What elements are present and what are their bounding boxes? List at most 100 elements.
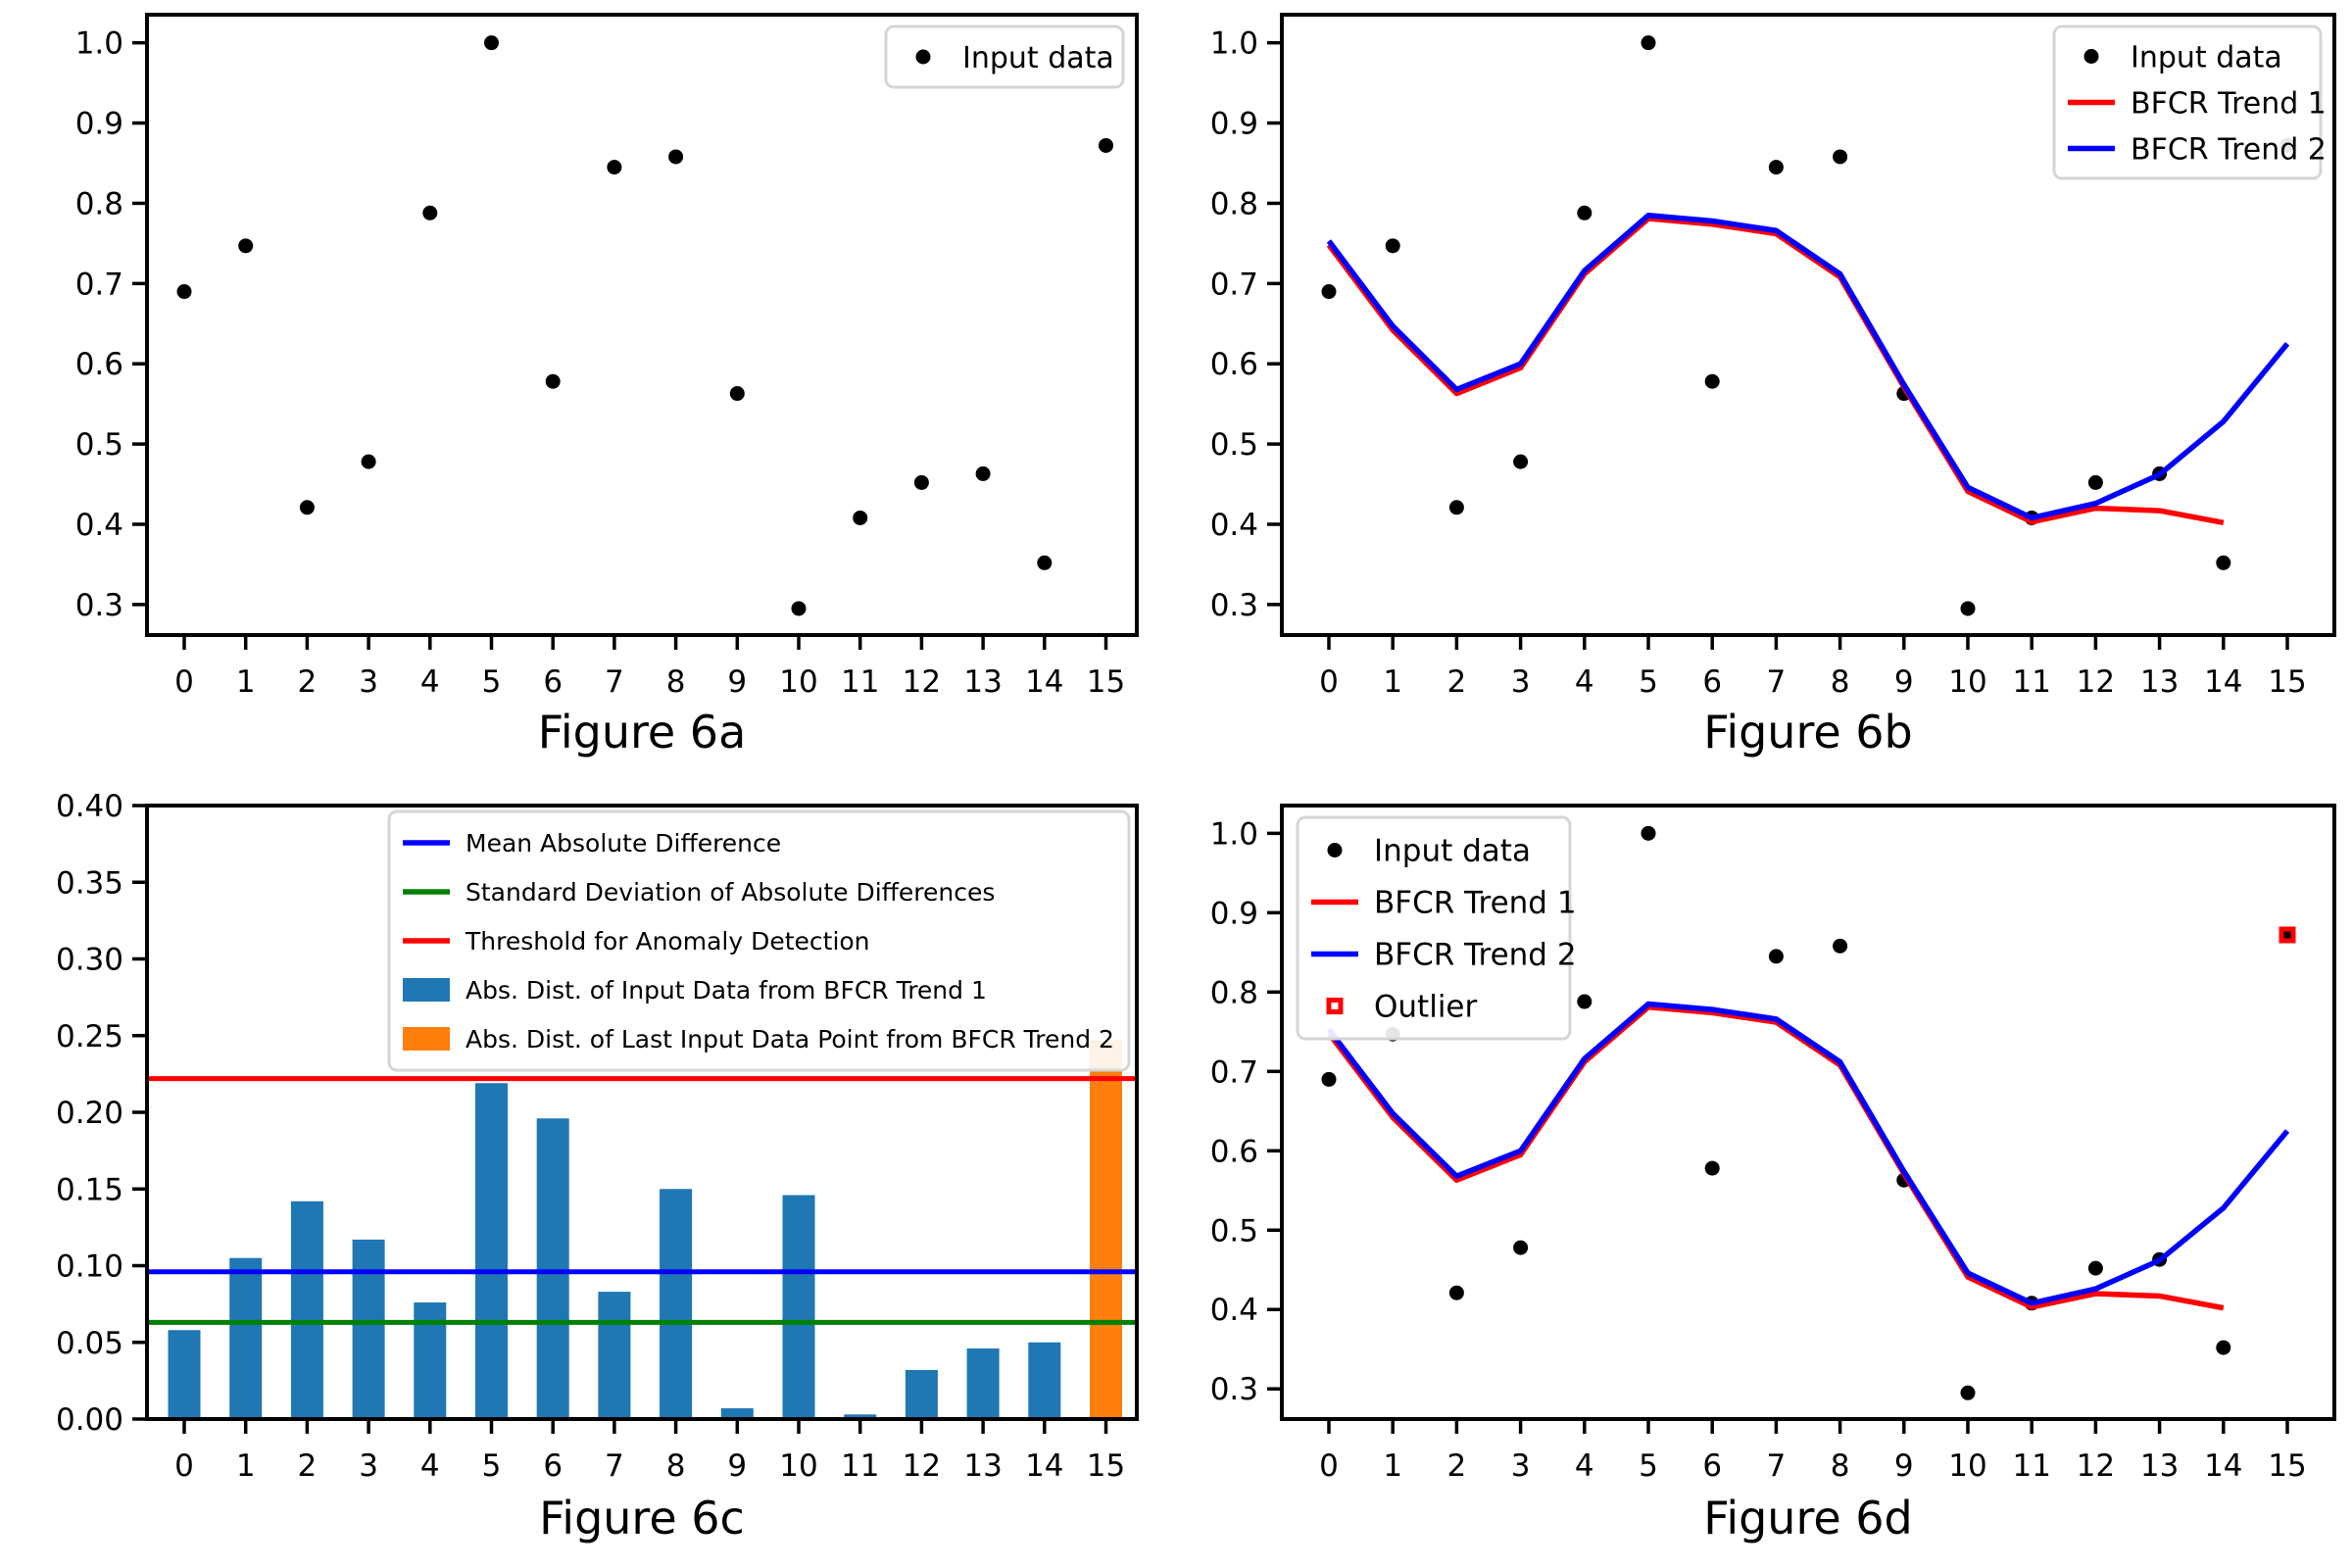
tick-label: 15 [1087,664,1125,700]
caption-figure-6b: Figure 6b [1703,706,1913,759]
axes-spines-6c [145,804,1139,1421]
tick-label: 0.40 [56,789,123,824]
legend-label: Input data [2131,40,2282,74]
tick-label: 12 [2077,664,2115,700]
tick-label: 3 [359,1448,378,1484]
series-outlier [2278,926,2296,944]
tick-label: 10 [1948,664,1986,700]
tick-label: 2 [298,664,318,700]
x-axis-6a: 0 1 2 3 4 5 6 7 8 9 10 11 12 13 14 15 [174,637,1125,700]
tick-label: 11 [841,664,879,700]
legend-label: BFCR Trend 2 [1374,938,1577,973]
tick-label: 0.15 [56,1172,123,1207]
tick-label: 0.3 [1210,1372,1258,1407]
tick-label: 6 [543,1448,563,1484]
tick-label: 15 [2268,1448,2306,1484]
tick-label: 0.8 [75,186,123,221]
axes-spines-6d [1280,804,2336,1421]
tick-label: 13 [963,1448,1002,1484]
tick-label: 7 [605,1448,624,1484]
tick-label: 3 [359,664,378,700]
tick-label: 5 [1639,664,1658,700]
legend-label: Outlier [1374,990,1478,1025]
tick-label: 0.5 [1210,427,1258,463]
tick-label: 9 [1894,1448,1914,1484]
tick-label: 0 [174,1448,194,1484]
legend-6c: Mean Absolute Difference Standard Deviati… [387,809,1131,1072]
tick-label: 8 [1831,664,1850,700]
tick-label: 11 [841,1448,879,1484]
tick-label: 2 [1447,1448,1467,1484]
tick-label: 0.3 [75,588,123,623]
legend-label: Abs. Dist. of Input Data from BFCR Trend… [466,976,987,1004]
legend-label: BFCR Trend 1 [1374,886,1577,921]
tick-label: 12 [903,1448,941,1484]
x-axis-6b: 0 1 2 3 4 5 6 7 8 9 10 11 12 13 14 15 [1319,637,2307,700]
tick-label: 13 [2140,664,2179,700]
tick-label: 6 [1702,664,1722,700]
figure-6b: 0 1 2 3 4 5 6 7 8 9 10 11 12 13 14 151.00.90.80.70.60.5… [1210,13,2336,700]
tick-label: 12 [2077,1448,2115,1484]
figure-6c: 0 1 2 3 4 5 6 7 8 9 10 11 12 13 14 150.400.350.300.250.… [56,789,1139,1484]
caption-figure-6a: Figure 6a [537,706,747,759]
legend-label: Mean Absolute Difference [466,829,781,858]
tick-label: 0.05 [56,1326,123,1361]
tick-label: 0.4 [75,508,123,543]
figure-6a: 0 1 2 3 4 5 6 7 8 9 10 11 12 13 14 151.00.90.80.70.60.5… [75,13,1139,700]
tick-label: 0.5 [75,427,123,463]
axes-spines-6b [1280,13,2336,637]
legend-label: Threshold for Anomaly Detection [465,927,870,956]
tick-label: 0.7 [75,267,123,302]
tick-label: 6 [1702,1448,1722,1484]
legend-label: Input data [1374,834,1531,869]
tick-label: 3 [1511,1448,1531,1484]
x-axis-6c: 0 1 2 3 4 5 6 7 8 9 10 11 12 13 14 15 [174,1421,1125,1484]
tick-label: 0.5 [1210,1213,1258,1249]
tick-label: 5 [482,1448,502,1484]
tick-label: 1.0 [1210,816,1258,852]
tick-label: 11 [2012,664,2050,700]
tick-label: 0.9 [1210,107,1258,142]
tick-label: 14 [1025,1448,1063,1484]
tick-label: 0 [174,664,194,700]
tick-label: 9 [727,1448,747,1484]
tick-label: 0.20 [56,1096,123,1131]
tick-label: 7 [1767,1448,1787,1484]
tick-label: 0.9 [75,107,123,142]
tick-label: 2 [1447,664,1467,700]
tick-label: 10 [779,1448,817,1484]
series-bfcr-trend-2 [1326,1001,2290,1306]
tick-label: 0.4 [1210,1293,1258,1328]
series-bfcr-trend-2 [1326,212,2290,521]
y-axis-6a: 1.0 0.9 0.8 0.7 0.6 0.5 0.4 0.3 [75,26,145,623]
plot-area-6a [176,35,1113,616]
tick-label: 0.30 [56,943,123,978]
tick-label: 0 [1319,664,1339,700]
tick-label: 1 [236,1448,256,1484]
tick-label: 5 [1639,1448,1658,1484]
tick-label: 12 [903,664,941,700]
tick-label: 14 [1025,664,1063,700]
tick-label: 7 [1767,664,1787,700]
legend-6a: Input data [884,24,1125,89]
caption-figure-6d: Figure 6d [1703,1492,1913,1544]
legend-label: Standard Deviation of Absolute Differenc… [466,878,995,906]
plot-area-6d [1321,825,2296,1400]
series-abs-dist-of-last-input-data-point-from-bfcr-trend-2 [1090,1040,1122,1419]
series-input-data [176,35,1113,616]
tick-label: 0.8 [1210,975,1258,1010]
tick-label: 0.00 [56,1402,123,1438]
tick-label: 1.0 [1210,26,1258,62]
tick-label: 0.9 [1210,896,1258,931]
tick-label: 2 [298,1448,318,1484]
tick-label: 5 [482,664,502,700]
plot-area-6b [1321,35,2295,616]
caption-figure-6c: Figure 6c [539,1492,745,1544]
tick-label: 0.6 [1210,1134,1258,1169]
tick-label: 1.0 [75,26,123,62]
tick-label: 0.6 [75,347,123,382]
legend-6d: Input data BFCR Trend 1 BFCR Trend 2 Outlie… [1296,815,1577,1041]
